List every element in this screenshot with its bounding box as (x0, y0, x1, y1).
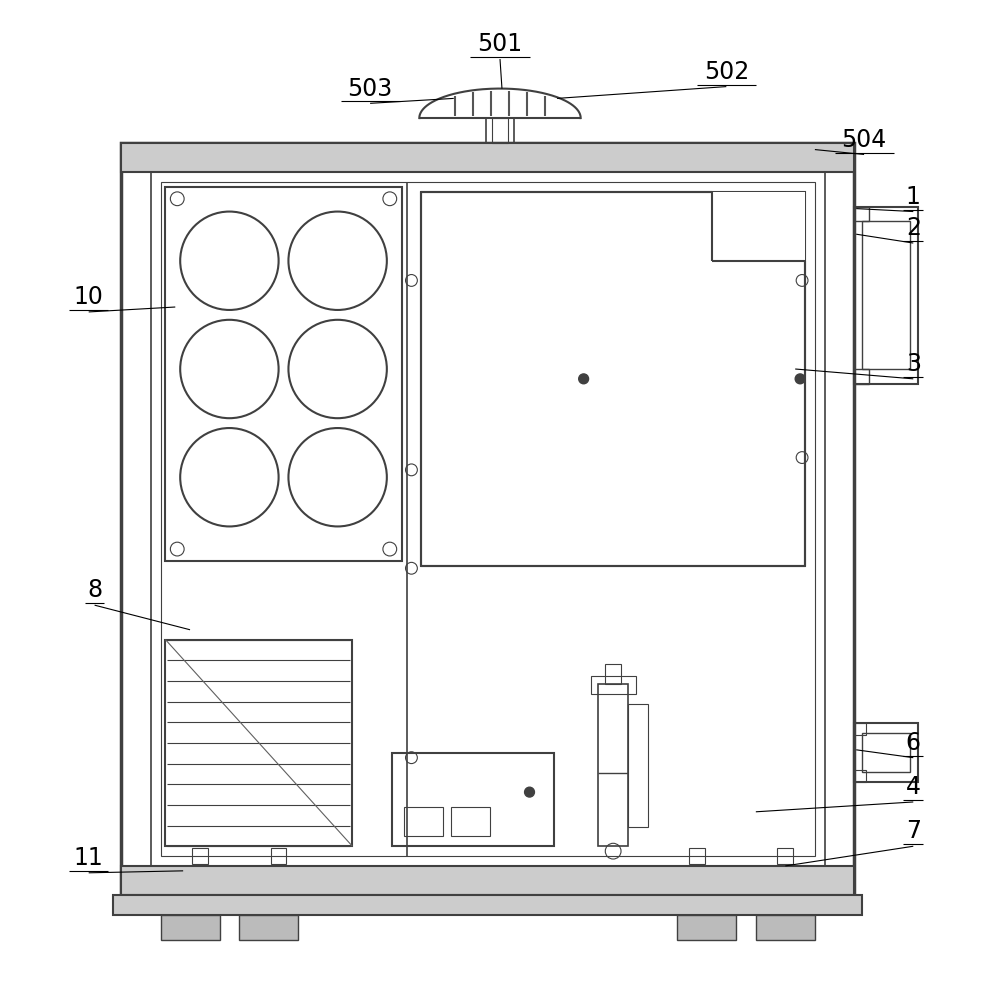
Text: 503: 503 (347, 77, 393, 100)
Text: 501: 501 (477, 32, 523, 56)
Text: 1: 1 (906, 185, 921, 209)
Bar (113, 895, 862, 915)
Bar (598, 684, 628, 846)
Bar (756, 915, 815, 940)
Bar (591, 676, 636, 694)
Bar (712, 192, 805, 261)
Bar (192, 848, 208, 864)
Bar (854, 369, 869, 384)
Bar (271, 848, 286, 864)
Text: 502: 502 (704, 60, 749, 84)
Circle shape (525, 787, 534, 797)
Bar (854, 770, 866, 782)
Bar (862, 221, 910, 369)
Circle shape (795, 374, 805, 384)
Text: 11: 11 (74, 846, 104, 870)
Bar (165, 640, 352, 846)
Text: 10: 10 (74, 285, 104, 309)
Bar (854, 207, 869, 221)
Text: 4: 4 (906, 775, 921, 799)
Bar (451, 807, 490, 836)
Text: 3: 3 (906, 352, 921, 376)
Bar (392, 753, 554, 846)
Bar (161, 182, 815, 856)
Bar (239, 915, 298, 940)
Bar (854, 723, 866, 735)
Bar (165, 187, 402, 561)
Bar (151, 172, 825, 866)
Bar (677, 915, 736, 940)
Circle shape (579, 374, 589, 384)
Bar (492, 118, 508, 143)
Bar (404, 807, 443, 836)
Bar (161, 915, 220, 940)
Text: 2: 2 (906, 216, 921, 240)
Bar (421, 192, 805, 566)
Bar (121, 143, 854, 895)
Bar (862, 733, 910, 772)
Bar (121, 866, 854, 895)
Bar (605, 664, 621, 684)
Text: 7: 7 (906, 820, 921, 843)
Bar (854, 207, 918, 384)
Bar (777, 848, 793, 864)
Bar (486, 118, 514, 143)
Text: 8: 8 (87, 579, 102, 602)
Text: 504: 504 (841, 128, 887, 152)
Bar (854, 723, 918, 782)
Bar (628, 704, 648, 827)
Bar (121, 143, 854, 172)
Bar (689, 848, 705, 864)
Text: 6: 6 (906, 731, 921, 755)
